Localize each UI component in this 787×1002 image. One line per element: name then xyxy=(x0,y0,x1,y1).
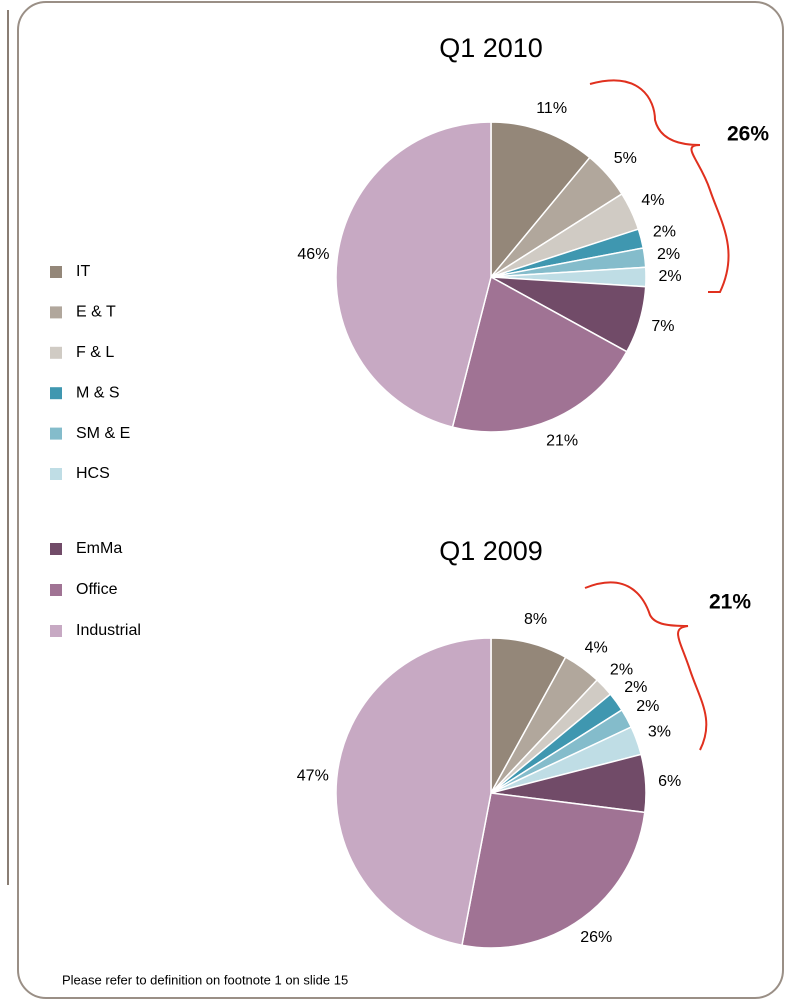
legend-label: M & S xyxy=(76,384,120,401)
legend-swatch xyxy=(50,584,62,596)
annotation: 21% xyxy=(709,591,751,614)
data-label: 11% xyxy=(536,100,567,117)
legend-label: IT xyxy=(76,263,90,280)
legend-label: E & T xyxy=(76,304,116,321)
data-label: 4% xyxy=(641,192,664,209)
data-label: 46% xyxy=(297,246,329,263)
data-label: 2% xyxy=(653,224,676,241)
data-label: 21% xyxy=(546,432,578,449)
data-label: 7% xyxy=(651,318,674,335)
legend-label: HCS xyxy=(76,465,110,482)
data-label: 2% xyxy=(624,679,647,696)
chart-title: Q1 2010 xyxy=(439,33,543,63)
legend-swatch xyxy=(50,306,62,319)
data-label: 2% xyxy=(636,698,659,715)
legend-label: Industrial xyxy=(76,622,141,639)
legend-swatch xyxy=(50,427,62,440)
pie-slice xyxy=(451,275,628,433)
brace xyxy=(589,79,730,293)
pie-slice xyxy=(461,792,646,949)
data-label: 47% xyxy=(297,767,329,784)
legend-swatch xyxy=(50,266,62,278)
chart-title: Q1 2009 xyxy=(439,536,543,566)
data-label: 3% xyxy=(648,724,671,741)
legend-label: Office xyxy=(76,581,118,598)
legend-swatch xyxy=(50,625,62,637)
legend-swatch xyxy=(50,387,62,400)
panel-border xyxy=(17,1,784,999)
data-label: 2% xyxy=(658,268,681,285)
data-label: 26% xyxy=(580,929,612,946)
legend-label: F & L xyxy=(76,344,114,361)
pie-slice xyxy=(335,637,492,947)
data-label: 4% xyxy=(585,639,608,656)
pie-slice xyxy=(335,121,492,429)
legend-label: SM & E xyxy=(76,425,130,442)
data-label: 2% xyxy=(610,662,633,679)
legend-swatch xyxy=(50,346,62,359)
data-label: 2% xyxy=(657,246,680,263)
data-label: 6% xyxy=(658,773,681,790)
legend-label: EmMa xyxy=(76,540,122,557)
footnote: Please refer to definition on footnote 1… xyxy=(62,972,348,987)
legend-swatch xyxy=(50,543,62,555)
annotation: 26% xyxy=(727,123,769,146)
data-label: 8% xyxy=(524,611,547,628)
data-label: 5% xyxy=(614,150,637,167)
brace xyxy=(584,581,708,751)
pie-slice xyxy=(490,121,591,280)
legend-swatch xyxy=(50,468,62,480)
